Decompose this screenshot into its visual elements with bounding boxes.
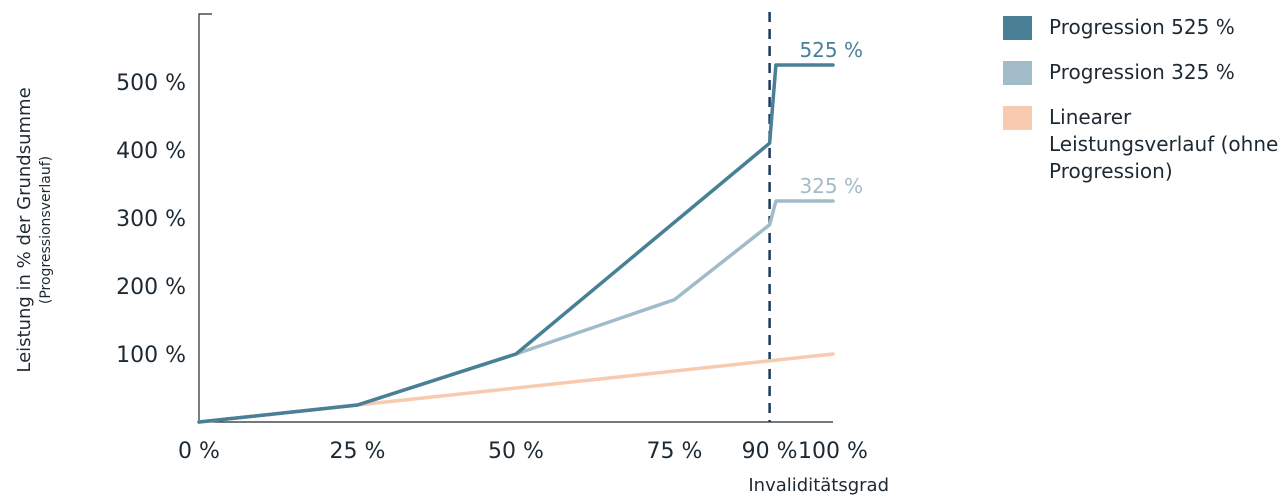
- y-tick-label: 100 %: [116, 343, 186, 368]
- series-end-label: 325 %: [799, 174, 863, 198]
- series-group: [197, 63, 835, 424]
- x-axis-title: Invaliditätsgrad: [748, 475, 889, 496]
- legend-item: Progression 325 %: [1003, 59, 1281, 86]
- legend-label: Linearer Leistungsverlauf (ohne Progress…: [1049, 105, 1279, 183]
- x-tick-label: 90 %: [742, 439, 798, 464]
- x-tick-label: 100 %: [798, 439, 868, 464]
- x-tick-label: 0 %: [178, 439, 220, 464]
- x-tick-label: 75 %: [647, 439, 703, 464]
- y-axis-title: Leistung in % der Grundsumme: [14, 87, 35, 372]
- series-line: [197, 63, 835, 424]
- legend-label: Progression 525 %: [1049, 15, 1235, 39]
- y-tick-label: 200 %: [116, 275, 186, 300]
- series-end-label: 525 %: [799, 38, 863, 62]
- legend: Progression 525 % Progression 325 % Line…: [1003, 14, 1281, 203]
- legend-swatch: [1003, 16, 1032, 40]
- legend-item: Linearer Leistungsverlauf (ohne Progress…: [1003, 104, 1281, 185]
- legend-swatch: [1003, 106, 1032, 130]
- legend-label: Progression 325 %: [1049, 60, 1235, 84]
- y-tick-label: 300 %: [116, 207, 186, 232]
- y-tick-label: 500 %: [116, 71, 186, 96]
- legend-item: Progression 525 %: [1003, 14, 1281, 41]
- y-axis-line: [198, 13, 212, 422]
- chart: 100 % 200 % 300 % 400 % 500 % 0 % 25 % 50 % 75 %…: [14, 12, 889, 496]
- legend-swatch: [1003, 61, 1032, 85]
- axes: [198, 12, 833, 423]
- x-tick-label: 25 %: [330, 439, 386, 464]
- labels-group: 100 % 200 % 300 % 400 % 500 % 0 % 25 % 50 % 75 %…: [14, 38, 889, 496]
- x-tick-label: 50 %: [488, 439, 544, 464]
- y-tick-label: 400 %: [116, 139, 186, 164]
- y-axis-subtitle: (Progressionsverlauf): [38, 156, 54, 304]
